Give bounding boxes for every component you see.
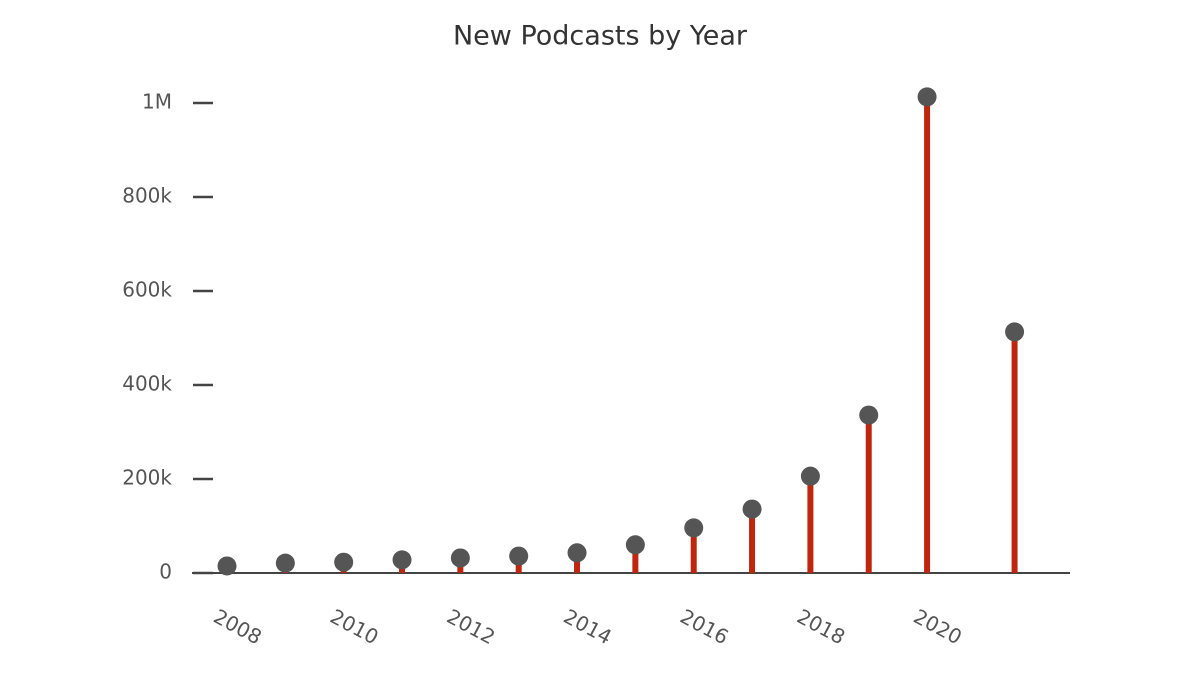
x-tick-label: 2020 bbox=[910, 604, 966, 649]
marker bbox=[800, 466, 820, 486]
marker bbox=[509, 546, 529, 566]
marker bbox=[625, 535, 645, 555]
x-tick-label: 2016 bbox=[676, 604, 732, 649]
x-tick-label: 2010 bbox=[326, 604, 382, 649]
marker bbox=[859, 405, 879, 425]
marker bbox=[917, 87, 937, 107]
y-tick-label: 400k bbox=[122, 372, 172, 396]
y-tick-label: 0 bbox=[159, 560, 172, 584]
marker bbox=[392, 550, 412, 570]
y-tick-label: 200k bbox=[122, 466, 172, 490]
chart-title: New Podcasts by Year bbox=[453, 21, 748, 52]
marker bbox=[334, 552, 354, 572]
marker bbox=[567, 543, 587, 563]
x-tick-label: 2008 bbox=[210, 604, 266, 649]
marker bbox=[450, 548, 470, 568]
marker bbox=[742, 499, 762, 519]
x-tick-label: 2018 bbox=[793, 604, 849, 649]
marker bbox=[684, 518, 704, 538]
marker bbox=[1005, 322, 1025, 342]
x-tick-label: 2014 bbox=[560, 604, 616, 649]
y-tick-label: 600k bbox=[122, 278, 172, 302]
x-tick-label: 2012 bbox=[443, 604, 499, 649]
y-tick-label: 1M bbox=[142, 90, 172, 114]
marker bbox=[275, 553, 295, 573]
marker bbox=[217, 556, 237, 576]
y-tick-label: 800k bbox=[122, 184, 172, 208]
